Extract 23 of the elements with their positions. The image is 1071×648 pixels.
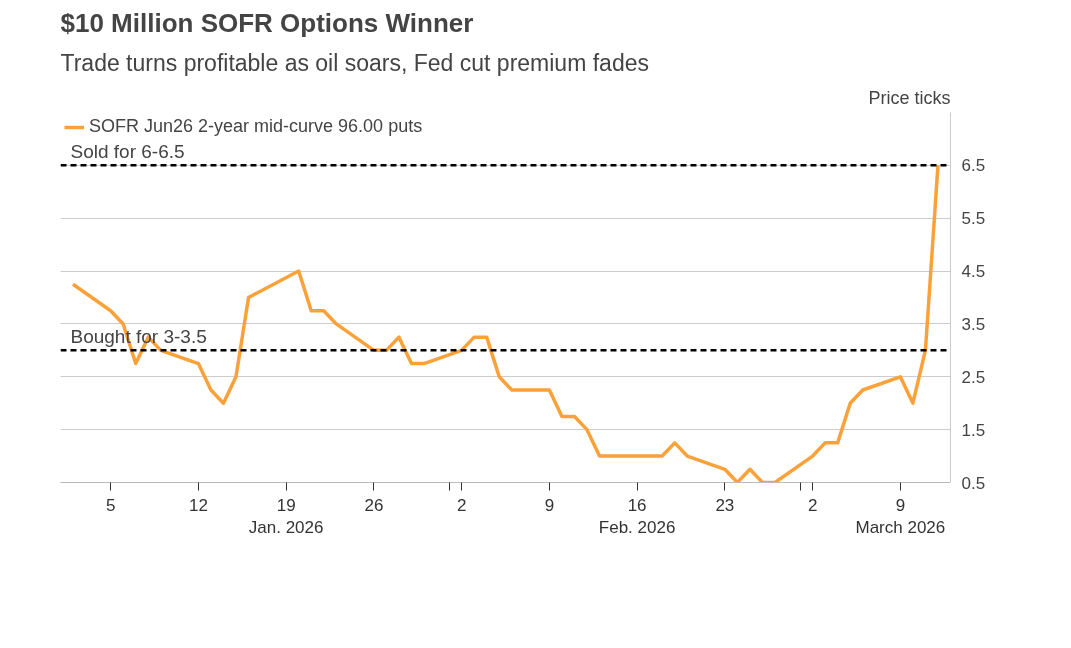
y-tick-label: 4.5 — [961, 262, 986, 282]
chart-subtitle: Trade turns profitable as oil soars, Fed cut premium fades — [60, 49, 649, 76]
line-series — [71, 163, 940, 483]
x-tick-label: 9 — [544, 495, 555, 515]
legend-label: SOFR Jun26 2-year mid-curve 96.00 puts — [89, 116, 423, 137]
y-tick-label: 6.5 — [961, 156, 986, 176]
y-tick-label: 1.5 — [961, 420, 986, 440]
x-tick-label: 2 — [807, 495, 818, 515]
y-tick-label: 3.5 — [961, 314, 986, 334]
chart-title: $10 Million SOFR Options Winner — [60, 7, 474, 38]
x-tick-label: 19 Jan. 2026 — [248, 495, 324, 538]
y-tick-label: 2.5 — [961, 367, 986, 387]
x-tick-label: 16 Feb. 2026 — [598, 495, 676, 538]
x-tick-label: 12 — [188, 495, 208, 515]
y-tick-label: 0.5 — [961, 473, 986, 493]
x-tick-label: 23 — [715, 495, 735, 515]
x-tick-label: 2 — [456, 495, 467, 515]
ref-line-label: Sold for 6-6.5 — [70, 141, 185, 163]
x-tick-label: 5 — [105, 495, 116, 515]
x-tick-label: 26 — [364, 495, 384, 515]
x-tick-label: 9 March 2026 — [855, 495, 946, 538]
y-tick-label: 5.5 — [961, 209, 986, 229]
y-axis-title: Price ticks — [868, 87, 951, 108]
